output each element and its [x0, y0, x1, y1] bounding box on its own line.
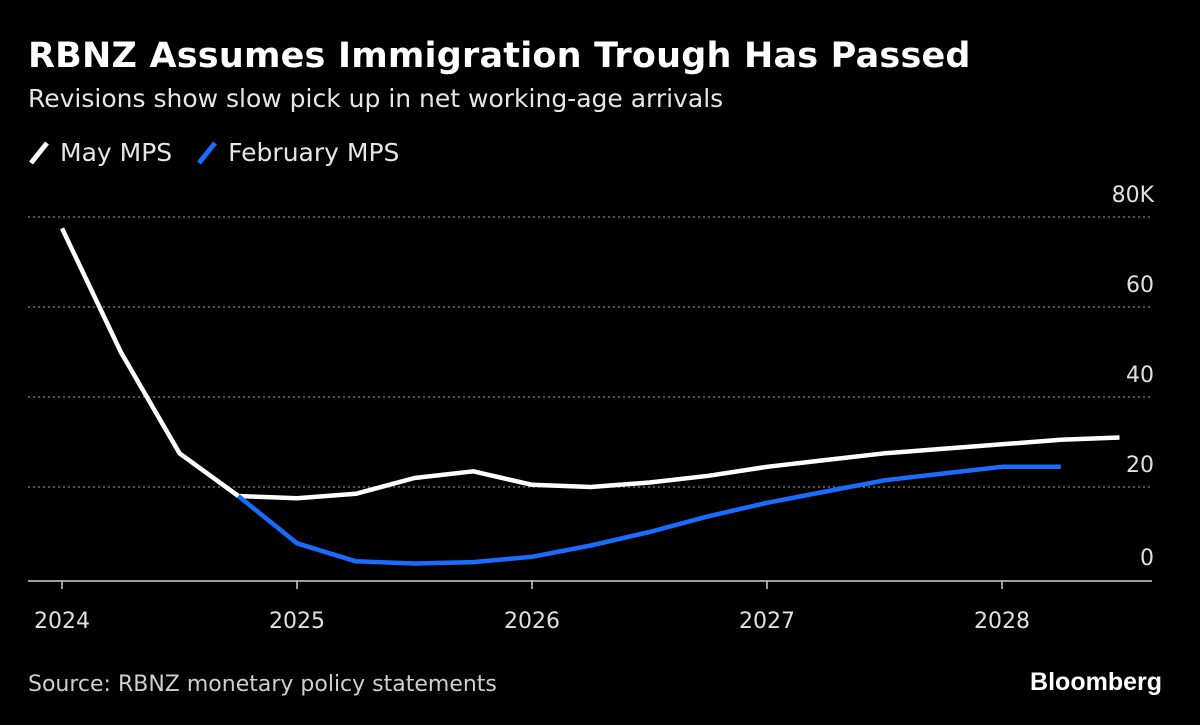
- legend-item-may-mps: May MPS: [28, 138, 172, 167]
- chart-subtitle: Revisions show slow pick up in net worki…: [28, 84, 724, 113]
- y-tick-label-20: 20: [1126, 453, 1154, 478]
- series-line-february-mps: [236, 464, 1061, 566]
- x-tick-label-2028: 2028: [974, 609, 1030, 634]
- bloomberg-logo: Bloomberg: [1030, 668, 1162, 696]
- legend-swatch-february-mps: [197, 140, 218, 165]
- legend-label-may-mps: May MPS: [60, 138, 173, 167]
- slash-line-swatch-icon: [29, 140, 49, 165]
- x-tick-label-2027: 2027: [739, 609, 795, 634]
- y-tick-label-80: 80K: [1112, 183, 1155, 208]
- source-note: Source: RBNZ monetary policy statements: [28, 672, 497, 697]
- legend-swatch-may-mps: [29, 140, 49, 165]
- x-tick-label-2024: 2024: [34, 609, 90, 634]
- y-tick-label-60: 60: [1126, 273, 1154, 298]
- x-tick-label-2026: 2026: [504, 609, 560, 634]
- legend-item-february-mps: February MPS: [196, 138, 399, 167]
- legend: May MPS February MPS: [28, 138, 423, 167]
- x-tick-label-2025: 2025: [269, 609, 325, 634]
- y-tick-label-0: 0: [1140, 546, 1154, 571]
- legend-label-february-mps: February MPS: [228, 138, 400, 167]
- y-tick-label-40: 40: [1126, 363, 1154, 388]
- series-line-may-mps: [59, 227, 1120, 501]
- chart-title: RBNZ Assumes Immigration Trough Has Pass…: [28, 36, 971, 76]
- slash-line-swatch-icon: [197, 140, 218, 165]
